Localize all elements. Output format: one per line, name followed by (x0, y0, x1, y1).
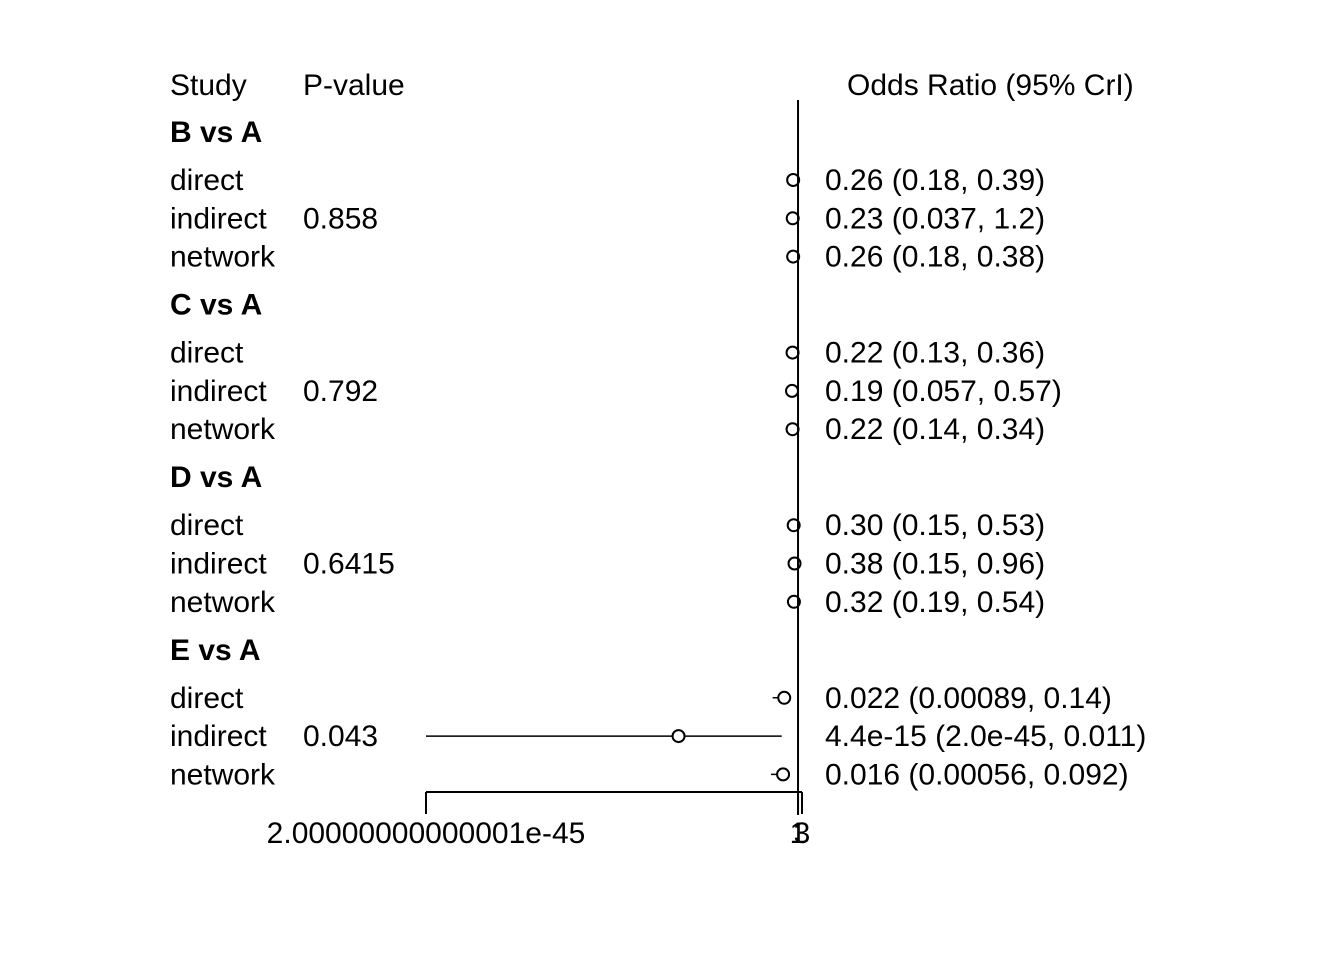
row-pvalue: 0.043 (303, 720, 378, 753)
point-estimate (786, 594, 801, 609)
x-axis: 2.00000000000001e-45 13 (267, 791, 811, 850)
rows-layer: B vs A direct 0.26 (0.18, 0.39) indirect 0.8… (170, 100, 1146, 815)
row-label: indirect (170, 720, 267, 753)
row-estimate-text: 0.32 (0.19, 0.54) (825, 586, 1045, 619)
point-estimate (785, 345, 800, 360)
row-estimate-text: 0.19 (0.057, 0.57) (825, 375, 1062, 408)
row-estimate-text: 0.016 (0.00056, 0.092) (825, 758, 1129, 791)
row-label: network (170, 586, 276, 619)
group-heading: B vs A (170, 116, 262, 149)
row-estimate-text: 0.23 (0.037, 1.2) (825, 202, 1045, 235)
point-estimate (785, 211, 800, 226)
point-estimate (786, 173, 801, 187)
row-label: indirect (170, 375, 267, 408)
row-estimate-text: 0.22 (0.14, 0.34) (825, 413, 1045, 446)
header-pvalue: P-value (303, 69, 405, 102)
row-label: network (170, 241, 276, 274)
row-label: indirect (170, 202, 267, 235)
point-estimate (777, 690, 792, 705)
group-heading: C vs A (170, 289, 262, 322)
row-pvalue: 0.858 (303, 202, 378, 235)
row-label: network (170, 413, 276, 446)
group-heading: E vs A (170, 634, 261, 667)
row-estimate-text: 4.4e-15 (2.0e-45, 0.011) (825, 720, 1146, 753)
row-estimate-text: 0.26 (0.18, 0.38) (825, 241, 1045, 274)
row-label: network (170, 758, 276, 791)
row-estimate-text: 0.22 (0.13, 0.36) (825, 337, 1045, 370)
axis-tick-label: 2.00000000000001e-45 (267, 817, 586, 850)
row-label: indirect (170, 548, 267, 581)
row-label: direct (170, 164, 244, 197)
row-estimate-text: 0.26 (0.18, 0.39) (825, 164, 1045, 197)
point-estimate (785, 383, 800, 398)
row-pvalue: 0.792 (303, 375, 378, 408)
header-estimate: Odds Ratio (95% CrI) (847, 69, 1134, 102)
row-pvalue: 0.6415 (303, 548, 395, 581)
row-label: direct (170, 682, 244, 715)
row-estimate-text: 0.022 (0.00089, 0.14) (825, 682, 1112, 715)
group-heading: D vs A (170, 461, 262, 494)
point-estimate (786, 249, 801, 264)
row-label: direct (170, 509, 244, 542)
row-estimate-text: 0.30 (0.15, 0.53) (825, 509, 1045, 542)
axis-tick-label: 1 (790, 817, 807, 850)
row-estimate-text: 0.38 (0.15, 0.96) (825, 548, 1045, 581)
header-study: Study (170, 69, 247, 102)
point-estimate (785, 422, 800, 437)
point-estimate (786, 518, 801, 533)
point-estimate (776, 767, 791, 782)
row-label: direct (170, 337, 244, 370)
point-estimate (671, 729, 686, 744)
axis-tick-label: 3 (794, 817, 811, 850)
